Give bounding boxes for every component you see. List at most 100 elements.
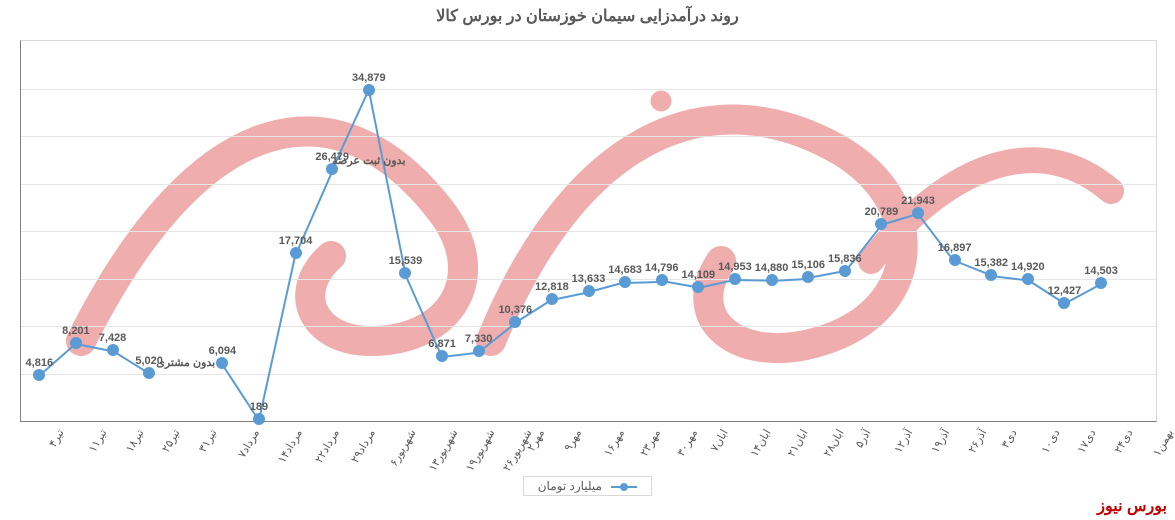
data-point: [436, 350, 448, 362]
x-axis-label: ۶شهریور: [387, 427, 418, 468]
data-label: 6,871: [428, 338, 456, 350]
data-label: 15,382: [974, 257, 1008, 269]
data-point: [216, 357, 228, 369]
x-axis-label: ۲۳مهر: [638, 427, 664, 459]
x-axis-label: ۱بهمن: [1150, 427, 1175, 458]
data-label: 189: [250, 401, 268, 413]
legend: میلیارد تومان: [0, 476, 1175, 496]
annotation: بدون مشتری: [156, 356, 215, 369]
gridline: [21, 231, 1156, 232]
x-axis-label: ۳دی: [999, 427, 1020, 450]
data-point: [839, 265, 851, 277]
data-label: 13,633: [572, 273, 606, 285]
x-axis-label: ۱۶مهر: [601, 427, 627, 459]
legend-label: میلیارد تومان: [538, 479, 602, 493]
data-label: 16,897: [938, 242, 972, 254]
legend-line-icon: [611, 486, 637, 488]
data-label: 14,920: [1011, 261, 1045, 273]
data-point: [546, 293, 558, 305]
x-axis-label: ۲۵تیر: [159, 427, 182, 455]
chart-title: روند درآمدزایی سیمان خوزستان در بورس کال…: [0, 6, 1175, 26]
line-segment: [917, 213, 955, 262]
data-label: 14,880: [755, 262, 789, 274]
x-axis-label: ۱۰دی: [1039, 427, 1063, 455]
gridline: [21, 326, 1156, 327]
data-point: [253, 413, 265, 425]
data-point: [912, 207, 924, 219]
x-axis-label: ۲۶شهریور: [500, 427, 534, 474]
data-label: 10,376: [498, 304, 532, 316]
x-axis-label: ۳۰مهر: [674, 427, 700, 459]
gridline: [21, 89, 1156, 90]
data-label: 14,109: [682, 269, 716, 281]
data-point: [619, 276, 631, 288]
x-axis-label: ۵آذر: [852, 427, 873, 450]
data-point: [1058, 297, 1070, 309]
data-point: [766, 274, 778, 286]
x-axis-label: ۴تیر: [46, 427, 66, 449]
data-label: 7,428: [99, 332, 127, 344]
data-point: [290, 247, 302, 259]
data-point: [399, 267, 411, 279]
data-point: [985, 269, 997, 281]
line-segment: [368, 90, 407, 274]
data-label: 12,818: [535, 281, 569, 293]
data-label: 34,879: [352, 72, 386, 84]
data-label: 20,789: [865, 206, 899, 218]
data-label: 15,539: [389, 255, 423, 267]
data-label: 17,704: [279, 235, 313, 247]
data-label: 21,943: [901, 195, 935, 207]
x-axis-label: ۱۱تیر: [86, 427, 109, 455]
data-label: 14,503: [1084, 265, 1118, 277]
x-axis-label: ۲۹مرداد: [349, 427, 379, 465]
x-axis-label: ۱۲آذر: [892, 427, 916, 455]
x-axis-label: ۷ابان: [708, 427, 731, 454]
data-point: [656, 274, 668, 286]
x-axis-label: ۱۸تیر: [123, 427, 146, 455]
data-point: [875, 218, 887, 230]
x-axis-label: ۲۱ابان: [784, 427, 810, 459]
data-label: 4,816: [26, 357, 54, 369]
data-label: 14,683: [608, 264, 642, 276]
data-label: 15,106: [791, 259, 825, 271]
data-point: [363, 84, 375, 96]
gridline: [21, 374, 1156, 375]
data-point: [802, 271, 814, 283]
brand-text: بورس نیوز: [1097, 496, 1167, 516]
chart-container: روند درآمدزایی سیمان خوزستان در بورس کال…: [0, 0, 1175, 520]
data-point: [33, 369, 45, 381]
x-axis-label: ۲۴دی: [1112, 427, 1136, 455]
data-point: [692, 281, 704, 293]
x-axis-label: ۲۶آذر: [965, 427, 989, 455]
data-point: [473, 345, 485, 357]
x-axis-label: ۲۲مرداد: [312, 427, 342, 465]
x-axis-label: ۲۸ابان: [821, 427, 847, 459]
gridline: [21, 136, 1156, 137]
data-label: 14,953: [718, 261, 752, 273]
x-axis-label: ۱۳شهریور: [427, 427, 461, 474]
legend-item: میلیارد تومان: [523, 476, 653, 496]
x-axis-label: ۳۱تیر: [196, 427, 219, 455]
data-point: [1022, 273, 1034, 285]
x-axis-label: ۱۴ابان: [748, 427, 774, 459]
data-label: 15,836: [828, 253, 862, 265]
data-point: [509, 316, 521, 328]
annotation: بدون ثبت عرضه: [332, 154, 405, 167]
data-label: 12,427: [1048, 285, 1082, 297]
x-axis-label: ۹مهر: [561, 427, 584, 453]
x-axis-label: ۱۷دی: [1075, 427, 1099, 455]
x-axis-label: ۱۹آذر: [929, 427, 953, 455]
x-axis-label: ۷مرداد: [236, 427, 263, 460]
data-point: [107, 344, 119, 356]
data-point: [143, 367, 155, 379]
data-point: [583, 285, 595, 297]
plot-area: ۴تیر4,816۱۱تیر8,201۱۸تیر7,428۲۵تیر5,020۳…: [20, 40, 1157, 422]
data-label: 8,201: [62, 325, 90, 337]
gridline: [21, 184, 1156, 185]
data-label: 7,330: [465, 333, 493, 345]
data-point: [70, 337, 82, 349]
data-point: [729, 273, 741, 285]
data-point: [949, 254, 961, 266]
x-axis-label: ۱۹شهریور: [463, 427, 497, 474]
x-axis-label: ۱۴مرداد: [275, 427, 305, 465]
